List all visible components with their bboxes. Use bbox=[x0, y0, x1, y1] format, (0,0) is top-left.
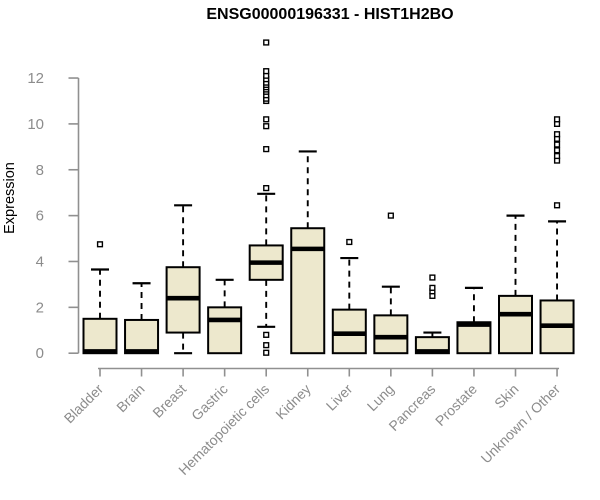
outlier-point bbox=[263, 185, 270, 192]
y-axis-tick-label: 8 bbox=[36, 162, 44, 179]
outlier-point bbox=[387, 212, 394, 219]
outlier-point bbox=[346, 238, 353, 246]
x-axis-label: Skin bbox=[491, 381, 522, 412]
outlier-point bbox=[429, 274, 436, 281]
outlier-point bbox=[553, 147, 561, 154]
iqr-box bbox=[456, 321, 492, 355]
x-axis-label: Prostate bbox=[432, 381, 480, 429]
iqr-box bbox=[82, 317, 118, 355]
outlier-point bbox=[263, 342, 270, 349]
y-axis-tick-label: 12 bbox=[27, 70, 44, 87]
y-axis-title: Expression bbox=[2, 162, 18, 234]
y-axis-tick-label: 6 bbox=[36, 208, 44, 225]
outlier-point bbox=[263, 68, 270, 75]
outlier-point bbox=[263, 146, 270, 153]
outlier-point bbox=[263, 331, 270, 338]
x-axis-label: Brain bbox=[113, 381, 147, 415]
iqr-box bbox=[498, 294, 533, 355]
outlier-point bbox=[263, 123, 270, 130]
outlier-point bbox=[553, 131, 561, 138]
y-axis-tick-label: 4 bbox=[36, 253, 44, 270]
y-axis-tick-label: 0 bbox=[36, 345, 44, 362]
outlier-point bbox=[553, 116, 561, 123]
outlier-point bbox=[553, 152, 561, 160]
x-axis-label: Liver bbox=[323, 381, 356, 414]
y-axis-tick-label: 2 bbox=[36, 299, 44, 316]
x-axis-label: Lung bbox=[364, 381, 397, 414]
outlier-point bbox=[263, 116, 270, 123]
outlier-point bbox=[553, 141, 561, 148]
chart-title: ENSG00000196331 - HIST1H2BO bbox=[206, 6, 453, 23]
outlier-point bbox=[263, 39, 270, 46]
y-axis-tick-label: 10 bbox=[27, 116, 44, 133]
outlier-point bbox=[553, 202, 561, 209]
x-axis-label: Unknown / Other bbox=[478, 381, 564, 467]
outlier-point bbox=[263, 349, 270, 356]
iqr-box bbox=[124, 318, 160, 355]
iqr-box bbox=[373, 314, 409, 355]
x-axis-label: Breast bbox=[149, 381, 189, 421]
outlier-point bbox=[429, 284, 436, 291]
iqr-box bbox=[207, 306, 243, 355]
x-axis-label: Kidney bbox=[272, 381, 314, 423]
outlier-point bbox=[96, 241, 104, 248]
x-axis-label: Bladder bbox=[61, 381, 107, 427]
